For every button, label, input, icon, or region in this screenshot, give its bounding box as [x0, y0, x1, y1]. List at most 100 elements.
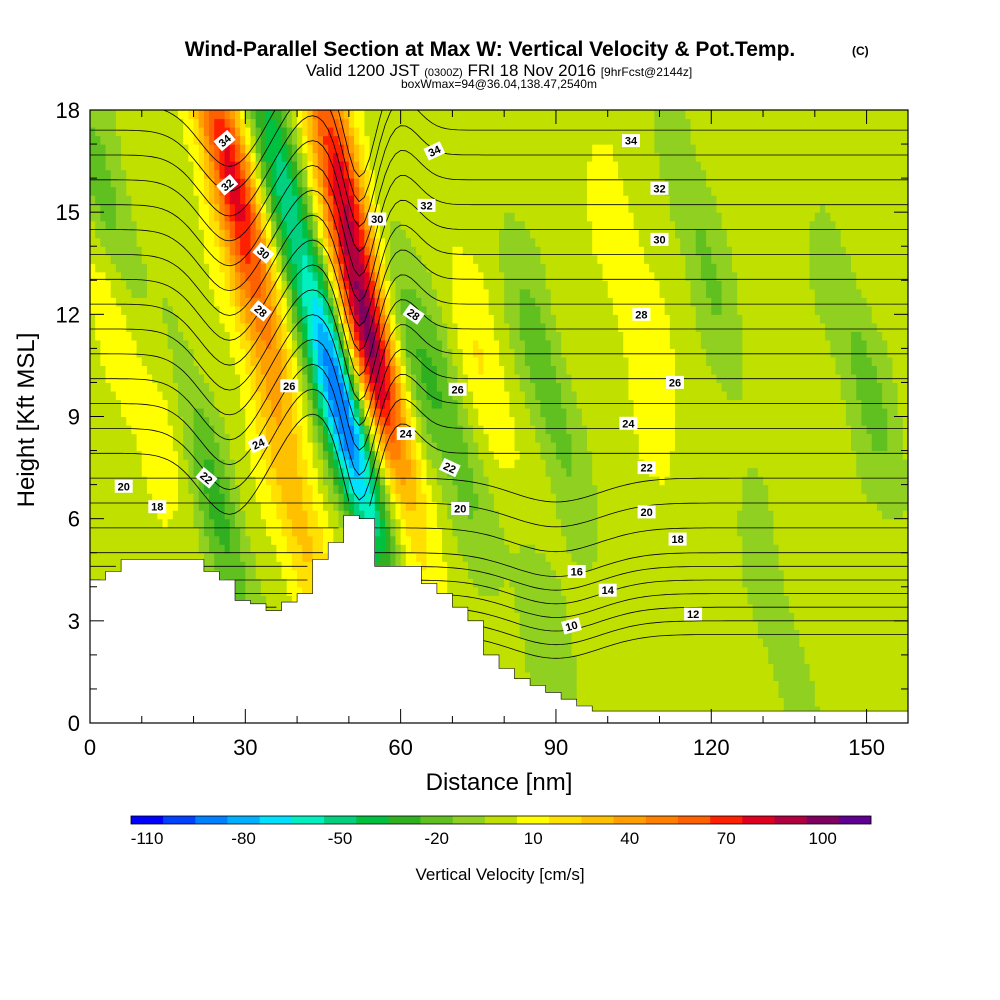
velocity-cell	[121, 135, 127, 145]
velocity-cell	[90, 467, 96, 477]
velocity-cell	[162, 552, 169, 562]
velocity-cell	[322, 195, 329, 205]
velocity-cell	[167, 152, 174, 162]
velocity-cell	[141, 518, 148, 528]
velocity-cell	[250, 484, 257, 494]
velocity-cell	[234, 135, 241, 145]
velocity-cell	[214, 407, 221, 418]
velocity-cell	[219, 450, 226, 460]
velocity-cell	[271, 254, 277, 264]
velocity-cell	[405, 203, 412, 213]
velocity-cell	[183, 237, 189, 247]
velocity-cell	[421, 484, 428, 494]
velocity-cell	[178, 501, 184, 511]
velocity-cell	[374, 390, 381, 401]
velocity-cell	[162, 459, 169, 469]
velocity-cell	[136, 110, 143, 120]
velocity-cell	[240, 501, 246, 511]
velocity-cell	[374, 561, 381, 571]
velocity-cell	[260, 280, 267, 290]
velocity-cell	[224, 331, 231, 341]
velocity-cell	[400, 203, 407, 213]
velocity-cell	[354, 510, 360, 520]
velocity-cell	[157, 442, 164, 452]
velocity-cell	[188, 373, 195, 384]
velocity-cell	[146, 510, 153, 520]
velocity-cell	[307, 416, 314, 426]
velocity-cell	[307, 433, 314, 443]
velocity-cell	[333, 237, 340, 247]
velocity-cell	[291, 186, 298, 196]
velocity-cell	[291, 476, 298, 486]
velocity-cell	[131, 161, 138, 171]
velocity-cell	[421, 263, 428, 273]
velocity-cell	[307, 527, 314, 537]
velocity-cell	[312, 288, 319, 298]
velocity-cell	[395, 552, 402, 562]
velocity-cell	[219, 501, 226, 511]
velocity-cell	[338, 331, 345, 341]
velocity-cell	[131, 433, 138, 443]
velocity-cell	[152, 382, 158, 392]
velocity-cell	[178, 535, 184, 545]
velocity-cell	[421, 212, 428, 222]
velocity-cell	[271, 578, 277, 588]
velocity-cell	[115, 178, 122, 188]
velocity-cell	[157, 280, 164, 290]
velocity-cell	[245, 203, 252, 213]
velocity-cell	[209, 144, 215, 154]
velocity-cell	[162, 152, 169, 162]
velocity-cell	[203, 280, 210, 290]
velocity-cell	[193, 450, 200, 460]
velocity-cell	[245, 135, 252, 145]
velocity-cell	[183, 263, 189, 273]
velocity-cell	[297, 365, 303, 375]
velocity-cell	[121, 382, 127, 392]
velocity-cell	[172, 297, 179, 307]
velocity-cell	[219, 373, 226, 384]
velocity-cell	[136, 322, 143, 332]
velocity-cell	[364, 484, 371, 494]
velocity-cell	[436, 390, 443, 401]
velocity-cell	[281, 493, 288, 503]
velocity-cell	[203, 229, 210, 239]
velocity-cell	[426, 561, 433, 571]
velocity-cell	[302, 127, 309, 137]
velocity-cell	[100, 110, 107, 120]
velocity-cell	[121, 527, 127, 537]
velocity-cell	[405, 339, 412, 349]
velocity-cell	[348, 297, 355, 307]
velocity-cell	[219, 118, 226, 128]
velocity-cell	[410, 518, 417, 528]
velocity-cell	[157, 246, 164, 256]
velocity-cell	[421, 348, 428, 358]
velocity-cell	[183, 356, 189, 367]
velocity-cell	[281, 459, 288, 469]
velocity-cell	[234, 416, 241, 426]
velocity-cell	[322, 118, 329, 128]
velocity-cell	[126, 450, 133, 460]
velocity-cell	[131, 356, 138, 367]
velocity-cell	[271, 212, 277, 222]
velocity-cell	[385, 331, 391, 341]
velocity-cell	[214, 450, 221, 460]
velocity-cell	[369, 501, 376, 511]
velocity-cell	[385, 442, 391, 452]
velocity-cell	[224, 569, 231, 579]
velocity-cell	[297, 407, 303, 418]
velocity-cell	[245, 246, 252, 256]
velocity-cell	[219, 348, 226, 358]
velocity-cell	[410, 552, 417, 562]
velocity-cell	[240, 339, 246, 349]
velocity-cell	[302, 203, 309, 213]
velocity-cell	[219, 203, 226, 213]
velocity-cell	[162, 254, 169, 264]
velocity-cell	[95, 476, 101, 486]
velocity-cell	[297, 433, 303, 443]
velocity-cell	[110, 203, 117, 213]
velocity-cell	[90, 450, 96, 460]
velocity-cell	[307, 220, 314, 230]
velocity-cell	[317, 280, 324, 290]
velocity-cell	[260, 484, 267, 494]
velocity-cell	[131, 467, 138, 477]
